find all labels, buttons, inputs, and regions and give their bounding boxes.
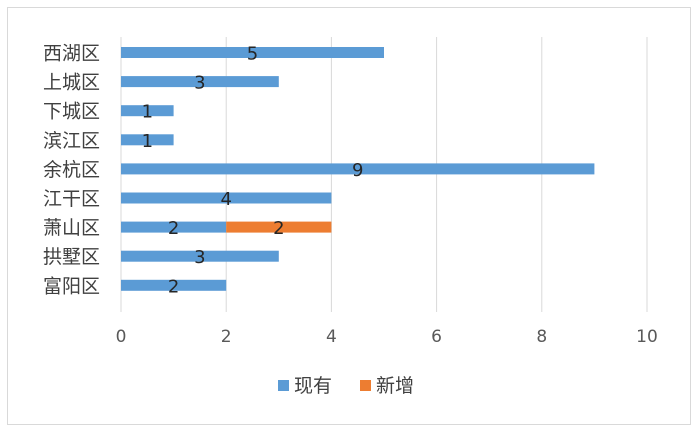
category-label: 拱墅区 — [43, 246, 100, 268]
data-label: 3 — [194, 73, 205, 94]
category-label: 下城区 — [43, 101, 100, 123]
data-label: 9 — [352, 160, 363, 181]
data-label: 1 — [142, 131, 153, 152]
x-tick-label: 2 — [221, 327, 232, 347]
x-tick-labels: 0 2 4 6 8 10 — [116, 327, 658, 347]
legend-label: 现有 — [294, 375, 332, 397]
data-label: 2 — [168, 276, 179, 297]
legend-swatch — [360, 380, 371, 391]
bar-现有 — [121, 192, 332, 204]
data-label: 1 — [142, 102, 153, 123]
bar-现有 — [121, 105, 174, 117]
data-label: 4 — [220, 189, 231, 210]
x-tick-label: 10 — [636, 327, 658, 347]
legend-swatch — [278, 380, 289, 391]
bar-现有 — [121, 47, 384, 58]
bar-现有 — [121, 76, 279, 88]
x-tick-label: 6 — [431, 327, 442, 347]
category-label: 余杭区 — [43, 159, 100, 181]
legend: 现有 新增 — [278, 375, 414, 397]
chart-frame: 西湖区上城区下城区滨江区余杭区江干区萧山区拱墅区富阳区 0 2 4 6 8 10 5 3 1 1… — [7, 7, 691, 425]
bar-现有 — [121, 279, 227, 291]
x-tick-label: 4 — [326, 327, 337, 347]
bars — [121, 47, 595, 291]
bar-现有 — [121, 163, 595, 175]
data-label: 3 — [194, 247, 205, 268]
data-label: 2 — [168, 218, 179, 239]
bar-现有 — [121, 134, 174, 146]
legend-label: 新增 — [376, 375, 414, 397]
category-label: 萧山区 — [43, 217, 100, 239]
category-label: 滨江区 — [43, 130, 100, 152]
data-label: 5 — [247, 44, 258, 65]
category-label: 上城区 — [43, 72, 100, 94]
bar-现有 — [121, 221, 227, 233]
category-label: 富阳区 — [43, 275, 100, 297]
bar-现有 — [121, 250, 279, 262]
x-tick-label: 0 — [116, 327, 127, 347]
bar-新增 — [226, 221, 332, 233]
x-tick-label: 8 — [536, 327, 547, 347]
category-label: 江干区 — [43, 188, 100, 210]
data-label: 2 — [273, 218, 284, 239]
category-label: 西湖区 — [43, 43, 100, 65]
